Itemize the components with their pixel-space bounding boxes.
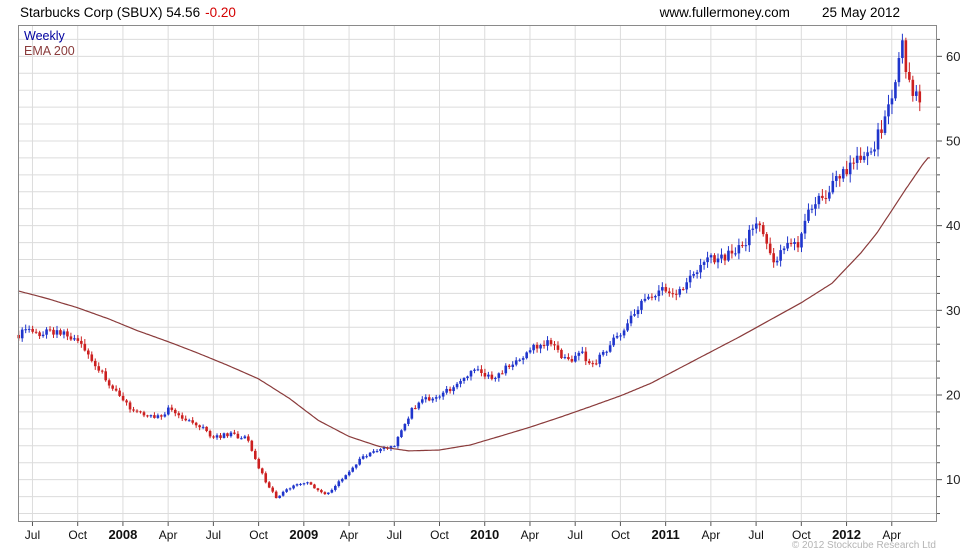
svg-text:2008: 2008 (108, 527, 137, 542)
svg-text:60: 60 (946, 49, 960, 64)
svg-text:Oct: Oct (792, 528, 811, 542)
website-text: www.fullermoney.com (659, 5, 790, 20)
copyright-text: © 2012 Stockcube Research Ltd (791, 540, 936, 551)
svg-text:2011: 2011 (652, 527, 680, 542)
date-text: 25 May 2012 (821, 5, 900, 20)
chart-border (18, 25, 937, 522)
svg-text:10: 10 (946, 472, 960, 487)
header-right: www.fullermoney.com 25 May 2012 (660, 5, 900, 20)
svg-text:2009: 2009 (289, 527, 318, 542)
chart-title-bar: Starbucks Corp (SBUX) 54.56 -0.20 (20, 5, 236, 20)
legend-ema-label: EMA 200 (24, 44, 75, 58)
svg-text:Apr: Apr (882, 528, 901, 542)
svg-text:Apr: Apr (340, 528, 359, 542)
chart-legend: Weekly EMA 200 (24, 29, 75, 59)
svg-text:Jul: Jul (748, 528, 763, 542)
svg-text:Apr: Apr (702, 528, 721, 542)
legend-timeframe-label: Weekly (24, 29, 65, 43)
svg-text:Oct: Oct (611, 528, 630, 542)
price-change: -0.20 (205, 5, 236, 20)
svg-text:Oct: Oct (249, 528, 268, 542)
svg-text:Jul: Jul (387, 528, 402, 542)
svg-text:Jul: Jul (25, 528, 40, 542)
y-axis-labels: 10 20 30 40 50 60 (937, 38, 960, 515)
candlestick-series (17, 33, 922, 499)
grid-layer (18, 25, 937, 522)
svg-text:Oct: Oct (68, 528, 87, 542)
ema-200-line (17, 157, 930, 452)
svg-text:Apr: Apr (159, 528, 178, 542)
svg-text:2012: 2012 (832, 527, 861, 542)
svg-text:Oct: Oct (430, 528, 449, 542)
page-title: Starbucks Corp (SBUX) 54.56 (20, 5, 201, 20)
svg-text:20: 20 (946, 387, 960, 402)
svg-text:40: 40 (946, 218, 960, 233)
svg-text:Apr: Apr (521, 528, 540, 542)
svg-text:30: 30 (946, 303, 960, 318)
svg-text:50: 50 (946, 133, 960, 148)
svg-text:Jul: Jul (568, 528, 583, 542)
svg-text:2010: 2010 (470, 527, 499, 542)
svg-text:Jul: Jul (206, 528, 221, 542)
x-axis-labels: Jul Oct 2008 Apr Jul Oct 2009 Apr Jul Oct 2010 Apr J… (25, 522, 901, 542)
